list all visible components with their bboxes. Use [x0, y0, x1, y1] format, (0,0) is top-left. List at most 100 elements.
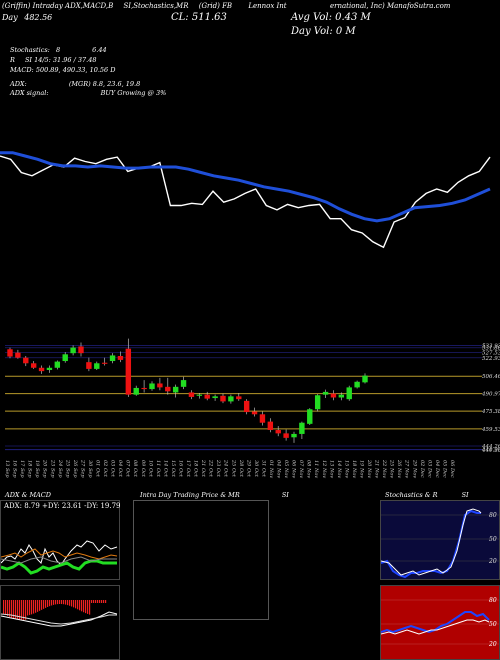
rsi-line-blue	[381, 611, 490, 634]
candle-body	[204, 394, 210, 399]
date-tick-label: 04 Nov	[276, 460, 282, 478]
macd-bar	[99, 600, 101, 603]
price-level-label: 522.93	[482, 356, 500, 362]
date-tick-label: 15 Nov	[343, 460, 349, 478]
stoch-tick-50: 50	[489, 536, 497, 543]
header-title-a: (Griffin) Intraday	[2, 2, 63, 10]
header-title-b: ADX,MACD,B	[65, 2, 114, 10]
date-tick-label: 14 Nov	[336, 460, 342, 478]
date-tick-label: 29 Nov	[411, 459, 417, 478]
macd-bar	[43, 600, 45, 609]
price-level-label: 444.26	[481, 444, 500, 450]
date-tick-label: 25 Oct	[230, 459, 236, 478]
date-tick-label: 13 Nov	[328, 460, 334, 478]
date-tick-label: 17 Sep	[19, 460, 25, 478]
stoch-si: SI	[461, 491, 469, 499]
candle-body	[38, 367, 45, 372]
cl-label: CL:	[171, 12, 189, 23]
candle-body	[62, 354, 68, 362]
day-vol: Day Vol: 0 M	[291, 26, 356, 37]
macd-bar	[83, 600, 85, 613]
macd-bar	[93, 600, 95, 603]
candle-body	[267, 421, 274, 431]
stoch-a: 8	[55, 46, 61, 54]
macd-bar	[77, 600, 79, 610]
candle-body	[141, 387, 147, 390]
candle-body	[78, 346, 84, 354]
candle-body	[220, 395, 226, 402]
macd-bar	[63, 600, 65, 605]
date-tick-label: 14 Oct	[162, 460, 168, 478]
stoch-tick-20: 20	[488, 558, 497, 565]
header-line2: Day 482.56	[2, 13, 52, 22]
date-tick-label: 28 Oct	[238, 459, 244, 478]
candle-body	[15, 352, 21, 358]
date-tick-label: 24 Sep	[57, 459, 63, 478]
candle-body	[94, 363, 100, 369]
candle-body	[180, 380, 187, 387]
date-tick-label: 22 Oct	[208, 459, 214, 478]
adx-signal-value: BUY Growing @ 3%	[100, 89, 167, 97]
candle-body	[212, 396, 218, 399]
date-tick-label: 25 Nov	[389, 459, 395, 478]
macd-bar	[75, 600, 77, 609]
rsi-tick-20: 20	[488, 641, 497, 648]
candle-body	[125, 348, 132, 395]
candle-body	[165, 386, 171, 392]
rsi-panel: 80 50 20	[380, 585, 500, 660]
macd-bar	[19, 600, 21, 620]
candle-body	[188, 392, 195, 397]
candle-body	[354, 381, 360, 388]
date-tick-label: 03 Oct	[110, 460, 116, 478]
stoch-label: Stochastics:	[10, 46, 50, 54]
candle-body	[283, 433, 289, 438]
rsi-values: SI 14/5: 31.96 / 37.48	[24, 56, 97, 64]
date-tick-label: 06 Nov	[291, 460, 297, 478]
price-level-label: 531.88	[482, 346, 500, 352]
date-tick-label: 11 Nov	[313, 460, 319, 478]
stoch-title-text: Stochastics & R	[385, 491, 438, 499]
candle-body	[157, 383, 163, 388]
macd-bar	[105, 600, 107, 603]
date-tick-label: 03 Dec	[426, 460, 432, 478]
candle-body	[338, 394, 345, 398]
candle-body	[228, 396, 234, 402]
adx-readout: ADX: (MGR) 8.8, 23.6, 19.8	[10, 80, 140, 88]
ma-chart	[0, 151, 491, 249]
macd-bar	[67, 600, 69, 606]
date-tick-label: 26 Nov	[396, 459, 402, 478]
candle-body	[243, 400, 250, 413]
candle-body	[299, 422, 305, 434]
macd-bar	[7, 600, 9, 616]
date-tick-label: 19 Nov	[358, 460, 364, 478]
candle-body	[330, 393, 337, 398]
adx-macd-title: ADX & MACD	[5, 491, 51, 499]
date-tick-label: 04 Oct	[117, 460, 123, 478]
adx-line-green	[1, 559, 117, 575]
ma-line-white	[0, 155, 491, 249]
intraday-si: SI	[281, 491, 289, 499]
date-tick-label: 16 Oct	[177, 460, 183, 478]
macd-bar	[47, 600, 49, 607]
date-tick-label: 27 Sep	[79, 459, 85, 478]
macd-bar	[39, 600, 41, 611]
macd-values: 500.89, 490.33, 10.56 D	[35, 66, 116, 74]
macd-bar	[25, 600, 27, 620]
rsi-fill	[381, 586, 499, 659]
macd-bar	[55, 600, 57, 605]
date-tick-label: 18 Oct	[193, 460, 199, 478]
macd-bar	[71, 600, 73, 607]
candle-body	[70, 347, 76, 354]
macd-bar	[15, 600, 17, 620]
adx-signal-readout: ADX signal: BUY Growing @ 3%	[10, 89, 166, 97]
date-tick-label: 26 Sep	[72, 459, 78, 478]
adx-line-white	[1, 540, 118, 566]
candle-body	[7, 349, 13, 357]
candle-body	[236, 396, 242, 400]
header-day-value: 482.56	[24, 13, 53, 22]
header-day-label: Day	[2, 13, 18, 22]
macd-bar	[57, 600, 59, 605]
macd-bar	[79, 600, 81, 611]
candle-body	[30, 363, 37, 368]
price-level-label: 475.38	[481, 409, 500, 415]
